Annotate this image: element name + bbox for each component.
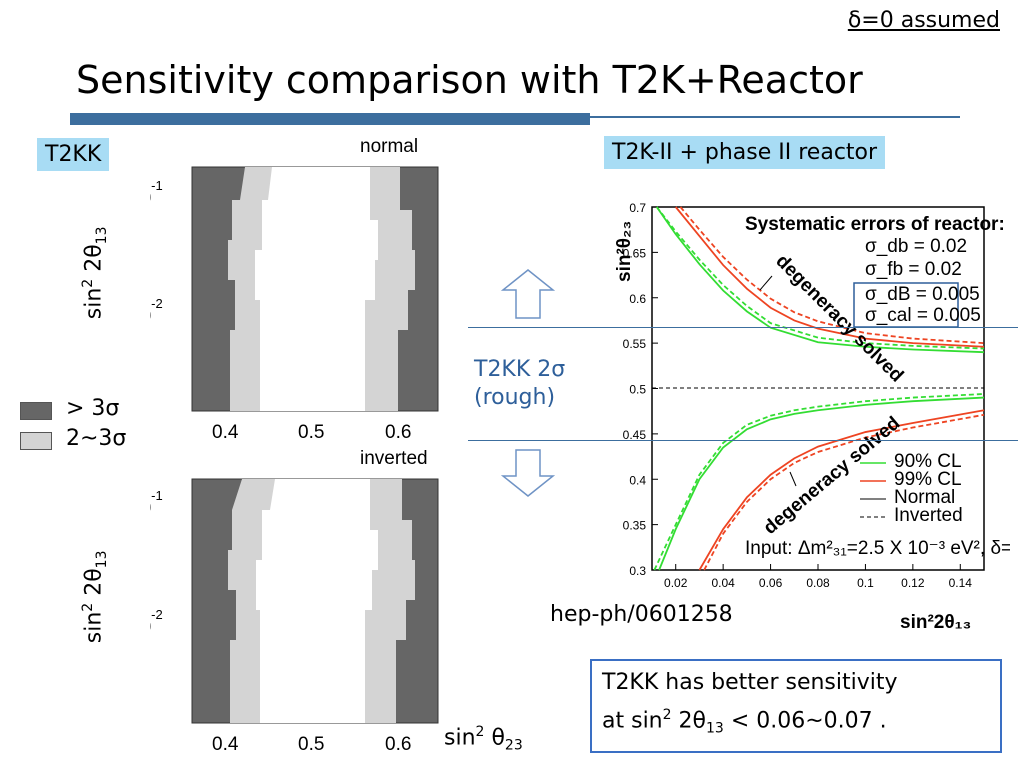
- series-line: [675, 206, 985, 348]
- conclusion-box: T2KK has better sensitivity at sin2 2θ13…: [590, 659, 1002, 753]
- y-tick-label: 0.5: [629, 383, 646, 397]
- chart-xlabel: sin²2θ₁₃: [900, 612, 971, 633]
- ytick-1e-2-inverted: 10-2: [150, 607, 163, 638]
- panel-normal: normal: [191, 136, 439, 412]
- annotation-arrow-top: [759, 275, 773, 291]
- xtick: 0.5: [298, 422, 324, 443]
- y-tick-label: 0.6: [629, 292, 646, 306]
- series-line: [658, 396, 985, 571]
- t2kk-2sigma-line1: T2KK 2σ: [474, 357, 566, 382]
- x-tick-label: 0.14: [949, 576, 973, 590]
- legend-swatch-2-3sigma: [20, 432, 52, 450]
- input-text: Input: Δm²₃₁=2.5 X 10⁻³ eV², δ=0: [745, 538, 1010, 559]
- t2kk-lower-line: [468, 440, 1018, 441]
- title-underline: [70, 113, 590, 125]
- y-tick-label: 0.65: [623, 246, 647, 260]
- legend-inverted: Inverted: [894, 505, 963, 526]
- t2kk-maps: normal inverted 10-1 10-2 10-1 10-2 0.4 …: [150, 136, 439, 750]
- x-tick-label: 0.12: [901, 576, 925, 590]
- xtick: 0.6: [385, 422, 411, 443]
- conclusion-line2: at sin2 2θ13 < 0.06~0.07 .: [602, 707, 887, 737]
- y-tick-label: 0.55: [623, 337, 647, 351]
- left-xticks-normal: 0.4 0.5 0.6 0.4 0.5 0.6: [212, 422, 411, 750]
- down-arrow-icon: [500, 449, 556, 497]
- legend-label-2-3sigma: 2~3σ: [66, 426, 127, 451]
- syst-item: σ_fb = 0.02: [865, 259, 962, 280]
- x-ticks: 0.02 0.04 0.06 0.08 0.1 0.12 0.14: [664, 564, 972, 590]
- up-arrow-icon: [500, 269, 556, 319]
- x-tick-label: 0.08: [806, 576, 830, 590]
- y-tick-label: 0.3: [629, 564, 646, 578]
- syst-item: σ_cal = 0.005: [865, 305, 981, 326]
- xtick: 0.4: [212, 422, 239, 443]
- x-tick-label: 0.04: [711, 576, 735, 590]
- y-tick-label: 0.4: [629, 473, 646, 487]
- title-underline-thin: [590, 116, 960, 118]
- t2kk-2sigma-label: T2KK 2σ (rough): [474, 356, 565, 412]
- x-tick-label: 0.1: [857, 576, 874, 590]
- panel-label-normal: normal: [360, 136, 418, 157]
- y-tick-label: 0.45: [623, 428, 647, 442]
- y-ticks: 0.7 0.65 0.6 0.55 0.5 0.45 0.4 0.35 0.3: [623, 201, 658, 578]
- y-tick-label: 0.7: [629, 201, 646, 215]
- assumption-note: δ=0 assumed: [847, 8, 1000, 33]
- syst-item: σ_db = 0.02: [865, 236, 967, 257]
- t2kk-2sigma-line2: (rough): [474, 385, 556, 410]
- series-line: [653, 393, 985, 571]
- range-arrows: [500, 269, 556, 497]
- xtick: 0.6: [385, 734, 411, 750]
- cl-curves: [653, 206, 985, 571]
- x-tick-label: 0.02: [664, 576, 688, 590]
- t2kk-tag: T2KK: [37, 138, 110, 171]
- xtick: 0.4: [212, 734, 239, 750]
- conclusion-line1: T2KK has better sensitivity: [602, 670, 898, 695]
- annotation-arrow-bottom: [789, 471, 797, 487]
- chart-ylabel: sin²θ₂₃: [614, 221, 635, 282]
- panel-inverted: inverted: [191, 448, 439, 724]
- reference-label: hep-ph/0601258: [550, 602, 733, 627]
- legend-99: 99% CL: [894, 469, 962, 490]
- series-line: [703, 413, 985, 571]
- legend-90: 90% CL: [894, 451, 962, 472]
- slide-title: Sensitivity comparison with T2K+Reactor: [76, 58, 863, 102]
- t2k-reactor-chart: 0.7 0.65 0.6 0.55 0.5 0.45 0.4 0.35 0.3 0.02 0.04…: [614, 201, 1010, 633]
- legend-normal: Normal: [894, 487, 955, 508]
- series-line: [656, 206, 985, 350]
- xtick: 0.5: [298, 734, 324, 750]
- syst-item: σ_dB = 0.005: [865, 284, 980, 305]
- t2k-reactor-tag: T2K-II + phase II reactor: [604, 136, 886, 169]
- ytick-1e-2-normal: 10-2: [150, 296, 163, 327]
- region-below-2sigma-inv: [256, 479, 378, 723]
- legend-swatch-3sigma: [20, 402, 52, 420]
- ylabel-inverted: sin2 2θ13: [80, 550, 110, 644]
- region-below-2sigma: [255, 167, 378, 411]
- legend-label-3sigma: > 3σ: [66, 396, 120, 421]
- t2kk-upper-line: [468, 327, 1018, 328]
- left-yticks: 10-1 10-2 10-1 10-2: [150, 178, 163, 638]
- x-tick-label: 0.06: [759, 576, 783, 590]
- xlabel-left: sin2 θ23: [444, 724, 523, 754]
- ytick-1e-1-normal: 10-1: [150, 178, 163, 209]
- series-line: [656, 206, 985, 354]
- ylabel-normal: sin2 2θ13: [80, 226, 110, 320]
- y-tick-label: 0.35: [623, 519, 647, 533]
- panel-label-inverted: inverted: [360, 448, 428, 469]
- ytick-1e-1-inverted: 10-1: [150, 488, 163, 519]
- syst-title: Systematic errors of reactor:: [745, 214, 1005, 235]
- series-line: [698, 409, 985, 571]
